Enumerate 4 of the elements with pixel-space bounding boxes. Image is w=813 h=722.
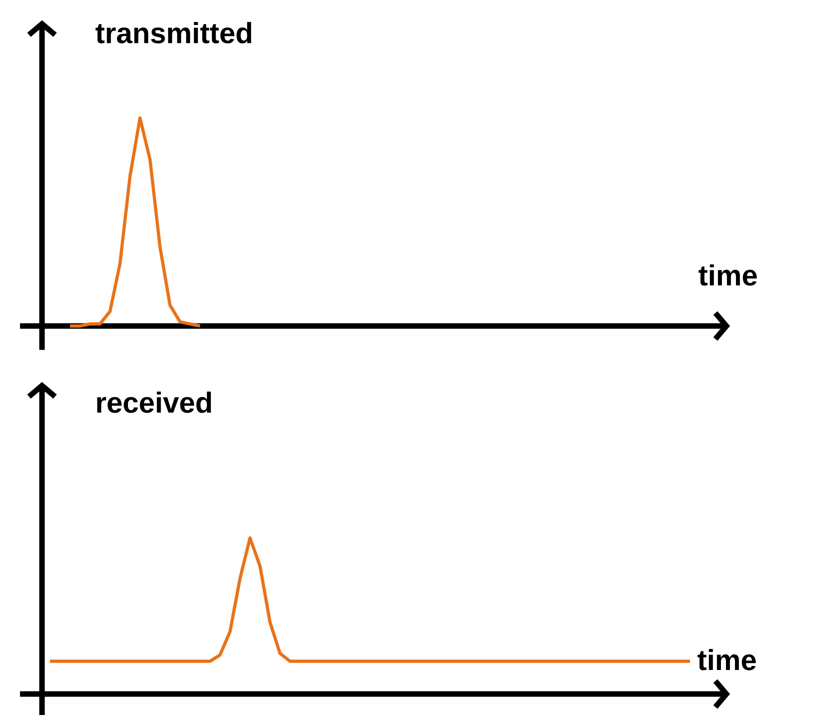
y-axis-title: transmitted (96, 22, 252, 44)
y-axis-title: received (97, 392, 211, 413)
x-axis-title: time (698, 649, 756, 670)
x-axis-title: time (698, 264, 757, 286)
